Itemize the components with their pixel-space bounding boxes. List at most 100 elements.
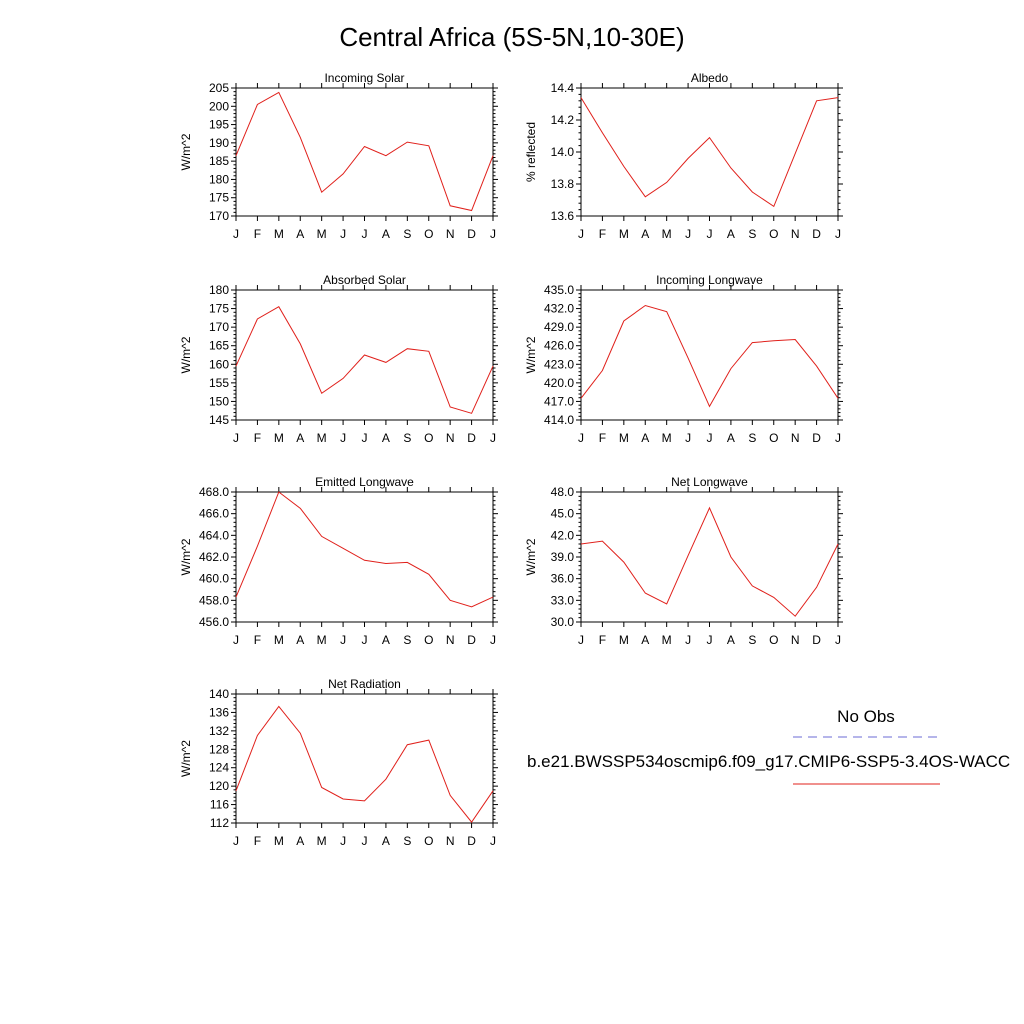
x-tick-label: J — [578, 633, 584, 647]
series-line — [235, 91, 494, 212]
series-line — [235, 705, 494, 823]
chart-panel: Incoming Longwave W/m^2 414.0 417.0 420.0 423… — [524, 273, 843, 445]
legend-model-label: b.e21.BWSSP534oscmip6.f09_g17.CMIP6-SSP5… — [527, 752, 1010, 771]
x-tick-label: A — [641, 431, 649, 445]
chart-title: Emitted Longwave — [315, 475, 414, 489]
y-tick-label: 36.0 — [551, 572, 575, 586]
x-tick-label: O — [769, 227, 778, 241]
y-tick-label: 14.0 — [551, 145, 575, 159]
x-tick-label: F — [254, 227, 261, 241]
x-tick-label: N — [791, 633, 800, 647]
y-tick-label: 13.8 — [551, 177, 575, 191]
x-tick-label: J — [362, 633, 368, 647]
chart-title: Incoming Solar — [324, 71, 404, 85]
chart-panel: Net Longwave W/m^2 30.0 33.0 36.0 39.0 42.0 45.… — [524, 475, 843, 647]
y-tick-label: 132 — [209, 724, 229, 738]
x-tick-label: A — [296, 227, 304, 241]
series-line — [580, 97, 839, 208]
y-tick-label: 414.0 — [544, 413, 574, 427]
x-tick-label: N — [791, 431, 800, 445]
x-tick-label: J — [578, 227, 584, 241]
x-tick-label: N — [446, 834, 455, 848]
x-tick-label: M — [662, 227, 672, 241]
x-tick-label: D — [467, 834, 476, 848]
x-tick-label: S — [403, 431, 411, 445]
x-tick-label: J — [340, 227, 346, 241]
x-tick-label: A — [382, 227, 390, 241]
x-tick-label: J — [835, 227, 841, 241]
y-tick-label: 456.0 — [199, 615, 229, 629]
y-tick-label: 45.0 — [551, 507, 575, 521]
x-tick-label: M — [662, 431, 672, 445]
x-tick-label: J — [685, 431, 691, 445]
x-tick-label: O — [424, 633, 433, 647]
x-tick-label: O — [424, 227, 433, 241]
x-tick-label: J — [362, 431, 368, 445]
y-axis-label: W/m^2 — [179, 336, 193, 373]
x-tick-label: J — [340, 633, 346, 647]
x-tick-label: S — [403, 834, 411, 848]
x-tick-label: J — [233, 227, 239, 241]
y-tick-label: 435.0 — [544, 283, 574, 297]
y-tick-label: 128 — [209, 742, 229, 756]
y-tick-label: 205 — [209, 81, 229, 95]
x-tick-label: J — [490, 431, 496, 445]
x-tick-label: F — [254, 633, 261, 647]
x-tick-label: A — [727, 227, 735, 241]
x-tick-label: M — [619, 633, 629, 647]
y-tick-label: 195 — [209, 118, 229, 132]
y-tick-label: 175 — [209, 191, 229, 205]
x-tick-label: A — [641, 227, 649, 241]
x-tick-label: D — [467, 431, 476, 445]
x-tick-label: N — [446, 431, 455, 445]
x-tick-label: S — [748, 633, 756, 647]
y-tick-label: 423.0 — [544, 357, 574, 371]
y-tick-label: 14.2 — [551, 113, 575, 127]
y-tick-label: 426.0 — [544, 339, 574, 353]
x-tick-label: A — [382, 633, 390, 647]
chart-panel: Absorbed Solar W/m^2 145 150 155 160 165 170 175… — [179, 273, 498, 445]
y-axis-label: W/m^2 — [179, 538, 193, 575]
y-tick-label: 464.0 — [199, 528, 229, 542]
series-line — [580, 506, 839, 617]
x-tick-label: A — [296, 834, 304, 848]
x-tick-label: N — [446, 227, 455, 241]
x-tick-label: A — [382, 431, 390, 445]
x-tick-label: D — [812, 633, 821, 647]
y-tick-label: 136 — [209, 705, 229, 719]
x-tick-label: J — [233, 834, 239, 848]
plot-frame — [580, 87, 839, 217]
x-tick-label: M — [662, 633, 672, 647]
x-tick-label: J — [490, 633, 496, 647]
y-tick-label: 180 — [209, 172, 229, 186]
x-tick-label: N — [791, 227, 800, 241]
y-tick-label: 33.0 — [551, 593, 575, 607]
x-tick-label: J — [707, 633, 713, 647]
x-tick-label: J — [707, 227, 713, 241]
y-tick-label: 175 — [209, 302, 229, 316]
legend: No Obs b.e21.BWSSP534oscmip6.f09_g17.CMI… — [527, 707, 1010, 785]
x-tick-label: J — [490, 834, 496, 848]
y-tick-label: 468.0 — [199, 485, 229, 499]
y-tick-label: 112 — [210, 816, 229, 830]
x-tick-label: J — [685, 633, 691, 647]
series-line — [235, 306, 494, 414]
y-tick-label: 200 — [209, 99, 229, 113]
x-tick-label: M — [274, 633, 284, 647]
x-tick-label: O — [424, 431, 433, 445]
y-tick-label: 124 — [209, 761, 229, 775]
y-tick-label: 429.0 — [544, 320, 574, 334]
y-tick-label: 39.0 — [551, 550, 575, 564]
y-tick-label: 417.0 — [544, 394, 574, 408]
y-tick-label: 13.6 — [551, 209, 575, 223]
chart-title: Net Longwave — [671, 475, 748, 489]
x-tick-label: A — [296, 633, 304, 647]
y-tick-label: 458.0 — [199, 593, 229, 607]
x-tick-label: M — [317, 227, 327, 241]
y-tick-label: 30.0 — [551, 615, 575, 629]
y-axis-label: W/m^2 — [524, 538, 538, 575]
y-tick-label: 155 — [209, 376, 229, 390]
x-tick-label: J — [707, 431, 713, 445]
chart-title: Net Radiation — [328, 677, 401, 691]
